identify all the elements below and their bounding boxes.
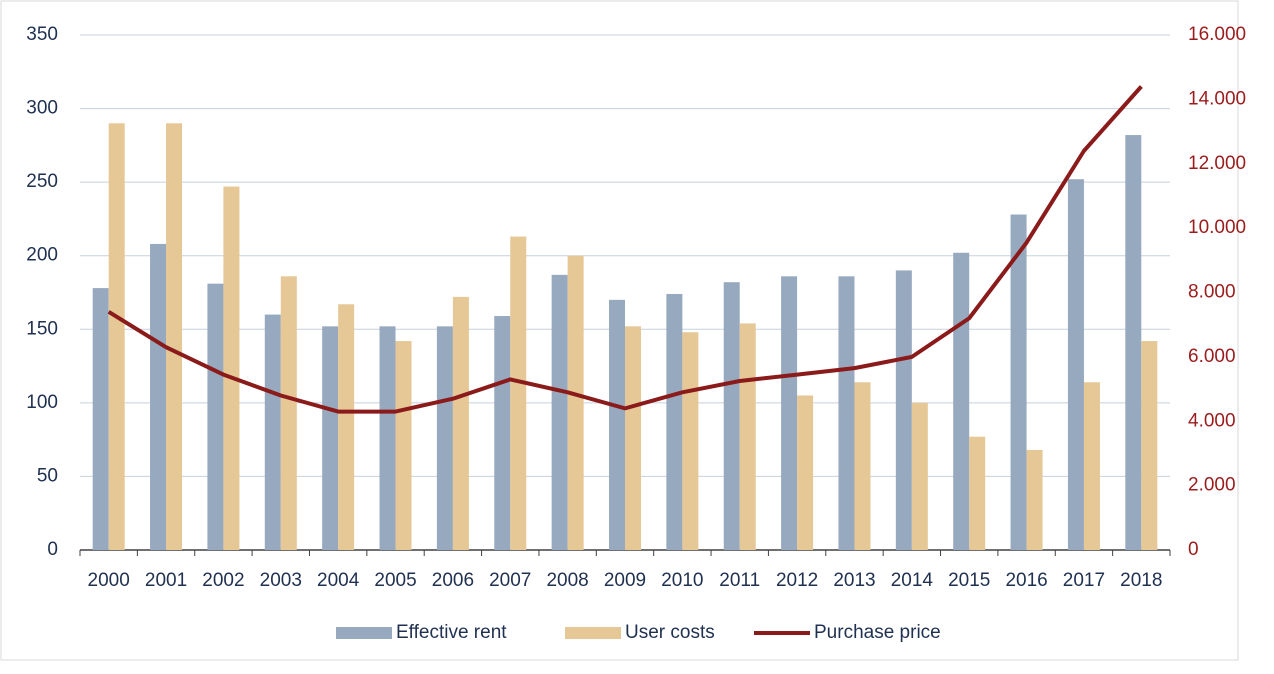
x-tick-label: 2008 [546, 570, 588, 591]
bar [436, 326, 453, 550]
y2-tick-label: 8.000 [1188, 282, 1236, 303]
bar [723, 282, 740, 550]
bar [551, 274, 568, 550]
bar [1010, 214, 1027, 550]
bar [838, 276, 855, 550]
x-tick-label: 2018 [1120, 570, 1162, 591]
bar [953, 252, 970, 550]
x-tick-label: 2010 [661, 570, 703, 591]
bar [322, 326, 339, 550]
y2-tick-label: 16.000 [1188, 24, 1246, 45]
bar [338, 304, 355, 550]
x-tick-label: 2005 [374, 570, 416, 591]
chart-frame [0, 0, 1239, 661]
y-tick-label: 200 [26, 245, 58, 266]
x-tick-label: 2003 [260, 570, 302, 591]
bar [207, 283, 224, 550]
bar [264, 314, 281, 550]
x-tick-label: 2011 [719, 570, 760, 591]
y-tick-label: 50 [37, 465, 58, 486]
x-tick-label: 2004 [317, 570, 360, 591]
y-tick-label: 150 [26, 318, 58, 339]
y-tick-label: 300 [26, 98, 58, 119]
bar [739, 323, 756, 550]
x-tick-label: 2017 [1063, 570, 1105, 591]
y2-tick-label: 10.000 [1188, 217, 1246, 238]
bar [223, 186, 240, 551]
y-tick-label: 350 [26, 24, 58, 45]
bar [150, 243, 167, 550]
bar [1083, 382, 1100, 550]
bar [1026, 449, 1043, 550]
bar [854, 382, 871, 550]
x-tick-label: 2000 [88, 570, 130, 591]
x-tick-label: 2002 [202, 570, 244, 591]
legend-label: User costs [625, 622, 715, 643]
bar [781, 276, 798, 550]
bar [682, 332, 699, 550]
bar [666, 293, 683, 550]
bar [895, 270, 912, 550]
bar [1141, 341, 1158, 550]
legend-label: Purchase price [814, 622, 941, 643]
x-tick-label: 2001 [145, 570, 187, 591]
y2-tick-label: 14.000 [1188, 88, 1246, 109]
bar [911, 402, 928, 550]
y2-tick-label: 2.000 [1188, 475, 1236, 496]
x-tick-label: 2006 [432, 570, 474, 591]
x-tick-label: 2012 [776, 570, 818, 591]
y2-tick-label: 4.000 [1188, 410, 1236, 431]
bar [510, 236, 527, 551]
bar [1067, 179, 1084, 550]
y2-tick-label: 12.000 [1188, 153, 1246, 174]
x-tick-label: 2009 [604, 570, 646, 591]
y-tick-label: 100 [26, 392, 58, 413]
legend-label: Effective rent [396, 622, 507, 643]
y-tick-label: 250 [26, 171, 58, 192]
legend-swatch [336, 627, 392, 639]
bar [625, 326, 641, 550]
bar [797, 395, 814, 550]
bar [379, 326, 396, 550]
legend-swatch [565, 627, 621, 639]
x-tick-label: 2016 [1005, 570, 1047, 591]
line-series [107, 85, 1143, 414]
bar [280, 276, 297, 550]
bar [969, 436, 986, 550]
bar [567, 255, 584, 550]
bar [166, 123, 183, 551]
bar [108, 123, 125, 551]
bar [452, 296, 469, 550]
x-tick-label: 2007 [489, 570, 531, 591]
x-tick-label: 2015 [948, 570, 990, 591]
bar [494, 316, 511, 550]
bar [395, 341, 412, 550]
y-tick-label: 0 [47, 539, 58, 560]
bar [609, 299, 625, 550]
bar [92, 288, 109, 550]
bar [1125, 135, 1142, 551]
y2-tick-label: 6.000 [1188, 346, 1236, 367]
x-tick-label: 2014 [891, 570, 934, 591]
x-tick-label: 2013 [833, 570, 875, 591]
y2-tick-label: 0 [1188, 539, 1199, 560]
